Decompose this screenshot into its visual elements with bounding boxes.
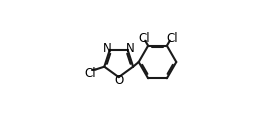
Text: Cl: Cl	[84, 67, 96, 80]
Text: N: N	[103, 42, 111, 55]
Text: N: N	[126, 42, 135, 55]
Text: Cl: Cl	[139, 31, 150, 45]
Text: Cl: Cl	[167, 31, 178, 45]
Text: O: O	[115, 74, 124, 87]
